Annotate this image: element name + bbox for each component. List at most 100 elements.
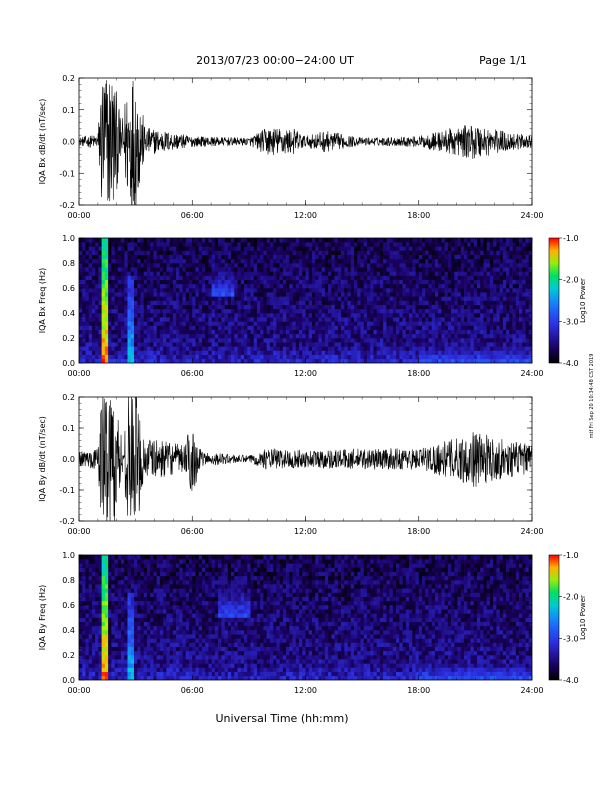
spectrogram-cell <box>403 309 407 313</box>
spectrogram-cell <box>140 330 144 334</box>
spectrogram-cell <box>471 346 475 350</box>
spectrogram-cell <box>467 317 471 321</box>
spectrogram-cell <box>409 284 413 288</box>
spectrogram-cell <box>428 334 432 338</box>
spectrogram-cell <box>199 251 203 255</box>
spectrogram-cell <box>487 326 491 330</box>
spectrogram-cell <box>82 638 86 642</box>
spectrogram-cell <box>89 663 93 667</box>
spectrogram-cell <box>153 326 157 330</box>
spectrogram-cell <box>448 242 452 246</box>
spectrogram-cell <box>199 305 203 309</box>
spectrogram-cell <box>309 334 313 338</box>
spectrogram-cell <box>263 326 267 330</box>
spectrogram-cell <box>79 251 83 255</box>
spectrogram-cell <box>396 263 400 267</box>
spectrogram-cell <box>335 351 339 355</box>
spectrogram-cell <box>526 346 530 350</box>
spectrogram-cell <box>273 238 277 242</box>
spectrogram-cell <box>522 246 526 250</box>
spectrogram-cell <box>189 351 193 355</box>
spectrogram-cell <box>234 292 238 296</box>
spectrogram-cell <box>147 292 151 296</box>
spectrogram-cell <box>354 251 358 255</box>
spectrogram-cell <box>471 330 475 334</box>
spectrogram-cell <box>124 242 128 246</box>
spectrogram-cell <box>157 338 161 342</box>
spectrogram-cell <box>286 267 290 271</box>
spectrogram-cell <box>348 238 352 242</box>
spectrogram-cell <box>170 263 174 267</box>
spectrogram-cell <box>257 355 261 359</box>
spectrogram-cell <box>377 267 381 271</box>
spectrogram-cell <box>283 280 287 284</box>
spectrogram-cell <box>445 242 449 246</box>
spectrogram-cell <box>480 267 484 271</box>
spectrogram-cell <box>82 622 86 626</box>
spectrogram-cell <box>166 251 170 255</box>
spectrogram-cell <box>325 346 329 350</box>
spectrogram-cell <box>108 630 112 634</box>
spectrogram-cell <box>270 238 274 242</box>
spectrogram-cell <box>493 276 497 280</box>
spectrogram-cell <box>441 255 445 259</box>
spectrogram-cell <box>493 267 497 271</box>
spectrogram-cell <box>157 242 161 246</box>
spectrogram-cell <box>276 242 280 246</box>
spectrogram-cell <box>157 309 161 313</box>
spectrogram-cell <box>428 284 432 288</box>
spectrogram-cell <box>500 334 504 338</box>
spectrogram-cell <box>257 255 261 259</box>
spectrogram-cell <box>121 313 125 317</box>
spectrogram-cell <box>263 317 267 321</box>
spectrogram-cell <box>150 330 154 334</box>
spectrogram-cell <box>293 321 297 325</box>
spectrogram-cell <box>380 355 384 359</box>
spectrogram-cell <box>315 334 319 338</box>
spectrogram-cell <box>205 346 209 350</box>
spectrogram-cell <box>221 309 225 313</box>
spectrogram-cell <box>234 330 238 334</box>
spectrogram-cell <box>82 271 86 275</box>
spectrogram-cell <box>419 317 423 321</box>
spectrogram-cell <box>367 351 371 355</box>
spectrogram-cell <box>270 259 274 263</box>
spectrogram-cell <box>254 334 258 338</box>
spectrogram-cell <box>89 263 93 267</box>
spectrogram-cell <box>406 330 410 334</box>
spectrogram-cell <box>422 313 426 317</box>
spectrogram-cell <box>215 351 219 355</box>
spectrogram-cell <box>386 305 390 309</box>
spectrogram-cell <box>516 251 520 255</box>
spectrogram-cell <box>98 355 102 359</box>
spectrogram-cell <box>108 263 112 267</box>
spectrogram-cell <box>102 251 106 255</box>
spectrogram-cell <box>480 301 484 305</box>
spectrogram-cell <box>289 267 293 271</box>
spectrogram-cell <box>163 246 167 250</box>
spectrogram-cell <box>270 267 274 271</box>
spectrogram-cell <box>228 259 232 263</box>
spectrogram-cell <box>367 259 371 263</box>
spectrogram-cell <box>247 267 251 271</box>
spectrogram-cell <box>212 334 216 338</box>
spectrogram-cell <box>458 267 462 271</box>
spectrogram-cell <box>474 255 478 259</box>
spectrogram-cell <box>396 342 400 346</box>
spectrogram-cell <box>157 330 161 334</box>
spectrogram-cell <box>150 338 154 342</box>
spectrogram-cell <box>454 271 458 275</box>
spectrogram-cell <box>348 301 352 305</box>
spectrogram-cell <box>276 326 280 330</box>
spectrogram-cell <box>263 246 267 250</box>
spectrogram-cell <box>471 271 475 275</box>
spectrogram-cell <box>276 351 280 355</box>
spectrogram-cell <box>280 242 284 246</box>
spectrogram-cell <box>354 255 358 259</box>
spectrogram-cell <box>89 267 93 271</box>
spectrogram-cell <box>513 242 517 246</box>
spectrogram-cell <box>189 288 193 292</box>
spectrogram-cell <box>160 342 164 346</box>
spectrogram-cell <box>344 259 348 263</box>
spectrogram-cell <box>383 292 387 296</box>
